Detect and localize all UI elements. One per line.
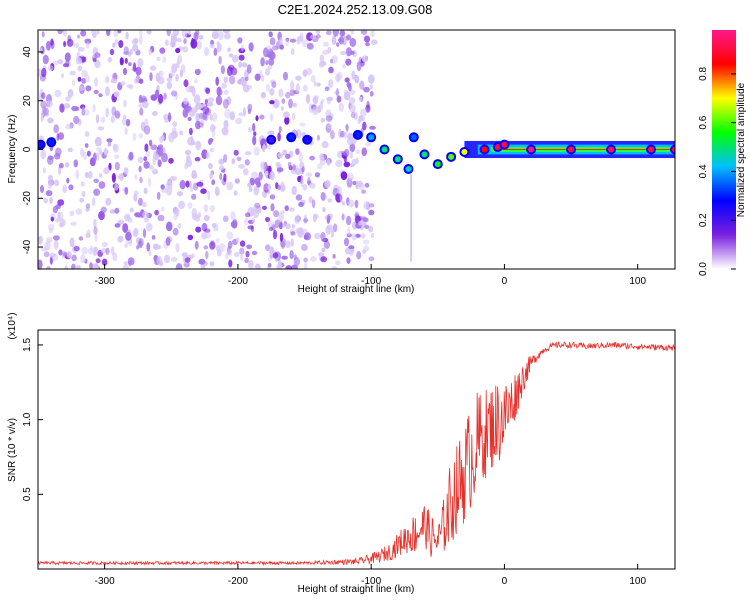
snr-series-line: [38, 341, 675, 567]
spectrogram-x-label: Height of straight line (km): [298, 284, 415, 295]
y-tick-label: 20: [22, 95, 33, 107]
x-tick-label: 100: [629, 276, 646, 287]
signal-point-core: [394, 156, 401, 163]
snr-y-ticks: 0.5 1.0 1.5: [22, 338, 43, 501]
x-tick-label: -100: [361, 576, 381, 587]
colorbar-tick-label: 0.2: [698, 213, 709, 227]
x-tick-label: 0: [502, 576, 508, 587]
y-tick-label: 40: [22, 46, 33, 58]
snr-multiplier: (x10⁴): [7, 312, 18, 339]
signal-point-core: [268, 136, 275, 143]
signal-point-core: [481, 146, 488, 153]
colorbar-gradient: [712, 30, 736, 269]
x-tick-label: -200: [228, 276, 248, 287]
colorbar-tick-label: 0.8: [698, 67, 709, 81]
y-tick-label: 1.0: [22, 412, 33, 426]
signal-point-core: [48, 139, 55, 146]
colorbar-tick-label: 0.0: [698, 262, 709, 276]
x-tick-label: -300: [95, 276, 115, 287]
snr-frame: [37, 329, 676, 570]
y-tick-label: 0: [22, 146, 33, 152]
spectrogram-y-label: Frequency (Hz): [7, 115, 18, 184]
signal-point-core: [368, 134, 375, 141]
signal-point-core: [448, 153, 455, 160]
y-tick-label: 1.5: [22, 338, 33, 352]
noise-region: [38, 30, 378, 269]
signal-point-core: [405, 166, 412, 173]
x-tick-label: -300: [95, 576, 115, 587]
signal-point-core: [494, 144, 501, 151]
signal-point-core: [354, 131, 361, 138]
signal-point-core: [434, 161, 441, 168]
signal-region: [38, 129, 675, 262]
signal-point-core: [288, 134, 295, 141]
signal-point-core: [381, 146, 388, 153]
signal-point-core: [528, 146, 535, 153]
snr-x-label: Height of straight line (km): [298, 584, 415, 595]
signal-point-core: [410, 134, 417, 141]
signal-point-core: [568, 146, 575, 153]
x-tick-label: 100: [629, 576, 646, 587]
colorbar: 0.0 0.2 0.4 0.6 0.8 Normalized spectral ampl…: [698, 30, 747, 276]
signal-point-core: [461, 148, 468, 155]
spectrogram-y-ticks: -40 -20 0 20 40: [22, 46, 43, 254]
spectrogram-plot-area: [38, 30, 675, 269]
snr-x-ticks: -300 -200 -100 0 100: [95, 564, 646, 587]
signal-point-core: [304, 136, 311, 143]
x-tick-label: -200: [228, 576, 248, 587]
x-tick-label: 0: [502, 276, 508, 287]
colorbar-tick-label: 0.4: [698, 164, 709, 178]
signal-point-core: [608, 146, 615, 153]
snr-y-label: SNR (10 * v/v): [7, 418, 18, 482]
signal-point-core: [501, 141, 508, 148]
y-tick-label: 0.5: [22, 487, 33, 501]
chart-title: C2E1.2024.252.13.09.G08: [278, 2, 433, 17]
colorbar-tick-label: 0.6: [698, 115, 709, 129]
snr-plot-area: [38, 341, 675, 567]
signal-point-core: [672, 146, 675, 153]
signal-point-core: [648, 146, 655, 153]
snr-panel: -300 -200 -100 0 100 0.5 1.0 1.5 Height of str…: [7, 312, 676, 595]
x-tick-label: -100: [361, 276, 381, 287]
y-tick-label: -20: [22, 191, 33, 206]
signal-point-core: [38, 141, 44, 148]
colorbar-label: Normalized spectral amplitude: [736, 82, 747, 217]
spectrogram-x-ticks: -300 -200 -100 0 100: [95, 264, 646, 287]
signal-point-core: [421, 151, 428, 158]
y-tick-label: -40: [22, 239, 33, 254]
colorbar-ticks: 0.0 0.2 0.4 0.6 0.8: [698, 67, 736, 276]
